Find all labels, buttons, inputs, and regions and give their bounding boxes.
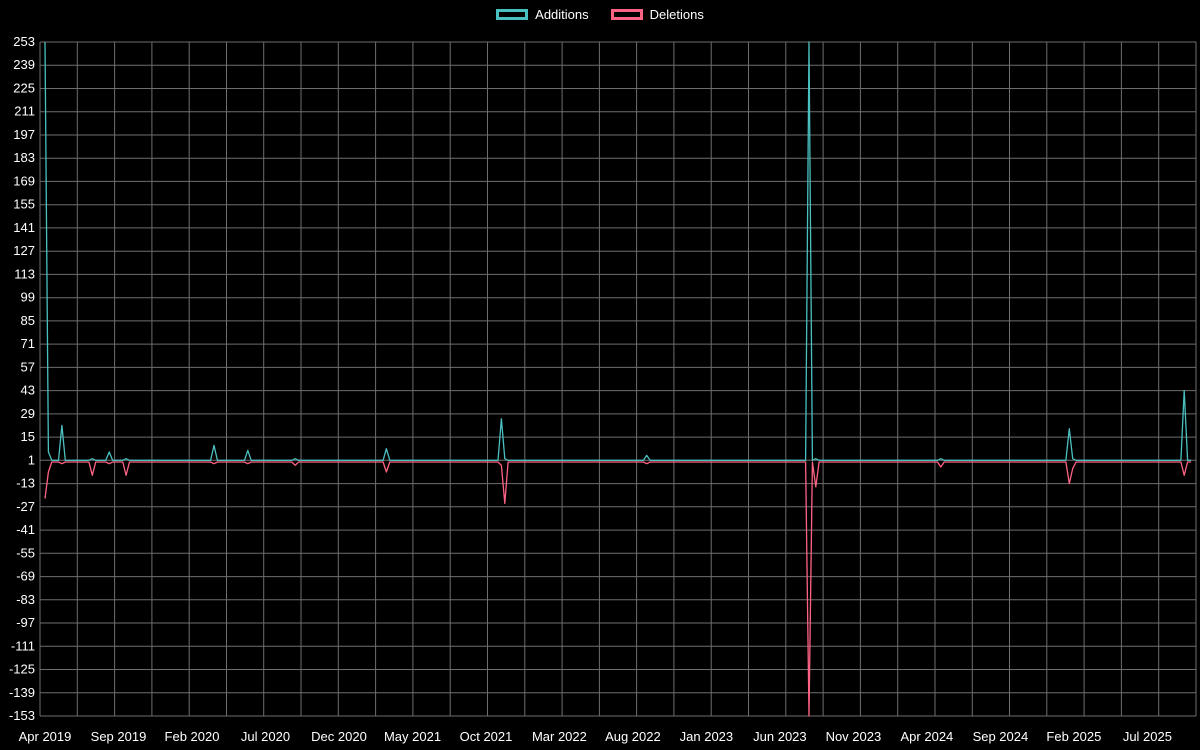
additions-line xyxy=(44,41,1191,461)
y-tick-label: -41 xyxy=(16,522,35,537)
y-tick-label: -27 xyxy=(16,499,35,514)
x-tick-label: Feb 2025 xyxy=(1046,729,1101,744)
y-tick-label: -139 xyxy=(9,685,35,700)
y-tick-label: -153 xyxy=(9,708,35,723)
y-tick-label: -111 xyxy=(11,638,35,653)
x-tick-label: Mar 2022 xyxy=(532,729,587,744)
legend-swatch-deletions xyxy=(610,9,643,20)
y-tick-label: 1 xyxy=(28,452,35,467)
y-tick-label: 141 xyxy=(13,220,35,235)
x-tick-label: Apr 2024 xyxy=(901,729,954,744)
y-tick-label: 57 xyxy=(21,359,35,374)
y-tick-label: 155 xyxy=(13,197,35,212)
y-tick-label: -55 xyxy=(16,545,35,560)
x-tick-label: Sep 2024 xyxy=(973,729,1029,744)
x-tick-label: Oct 2021 xyxy=(460,729,513,744)
y-tick-label: 197 xyxy=(13,127,35,142)
y-tick-label: 85 xyxy=(21,313,35,328)
y-tick-label: 43 xyxy=(21,383,35,398)
y-tick-label: 253 xyxy=(13,34,35,49)
y-tick-label: 99 xyxy=(21,290,35,305)
x-tick-label: Jun 2023 xyxy=(753,729,807,744)
y-tick-label: -13 xyxy=(16,476,35,491)
y-tick-label: 183 xyxy=(13,150,35,165)
legend-label-deletions: Deletions xyxy=(649,7,704,22)
x-tick-label: Nov 2023 xyxy=(826,729,882,744)
y-tick-label: -83 xyxy=(16,592,35,607)
y-tick-label: 169 xyxy=(13,173,35,188)
deletions-line xyxy=(44,461,1191,717)
chart-legend: Additions Deletions xyxy=(0,8,1200,21)
y-tick-label: -69 xyxy=(16,569,35,584)
y-tick-label: 71 xyxy=(21,336,35,351)
x-tick-label: Aug 2022 xyxy=(605,729,661,744)
y-tick-label: 113 xyxy=(14,266,35,281)
legend-swatch-additions xyxy=(496,9,529,20)
x-tick-label: Sep 2019 xyxy=(91,729,147,744)
y-tick-label: 29 xyxy=(21,406,35,421)
y-tick-label: -97 xyxy=(16,615,35,630)
legend-item-additions[interactable]: Additions xyxy=(496,7,589,22)
legend-item-deletions[interactable]: Deletions xyxy=(610,7,704,22)
x-tick-label: May 2021 xyxy=(384,729,441,744)
y-tick-label: 15 xyxy=(21,429,35,444)
x-tick-label: Jul 2025 xyxy=(1123,729,1172,744)
legend-label-additions: Additions xyxy=(535,7,589,22)
y-tick-label: 211 xyxy=(14,104,35,119)
y-tick-label: 239 xyxy=(13,57,35,72)
x-tick-label: Feb 2020 xyxy=(165,729,220,744)
x-tick-label: Apr 2019 xyxy=(19,729,72,744)
y-tick-label: 225 xyxy=(13,81,35,96)
x-tick-label: Jul 2020 xyxy=(241,729,290,744)
y-tick-label: 127 xyxy=(13,243,35,258)
x-tick-label: Jan 2023 xyxy=(680,729,734,744)
x-tick-label: Dec 2020 xyxy=(311,729,367,744)
y-tick-label: -125 xyxy=(9,662,35,677)
